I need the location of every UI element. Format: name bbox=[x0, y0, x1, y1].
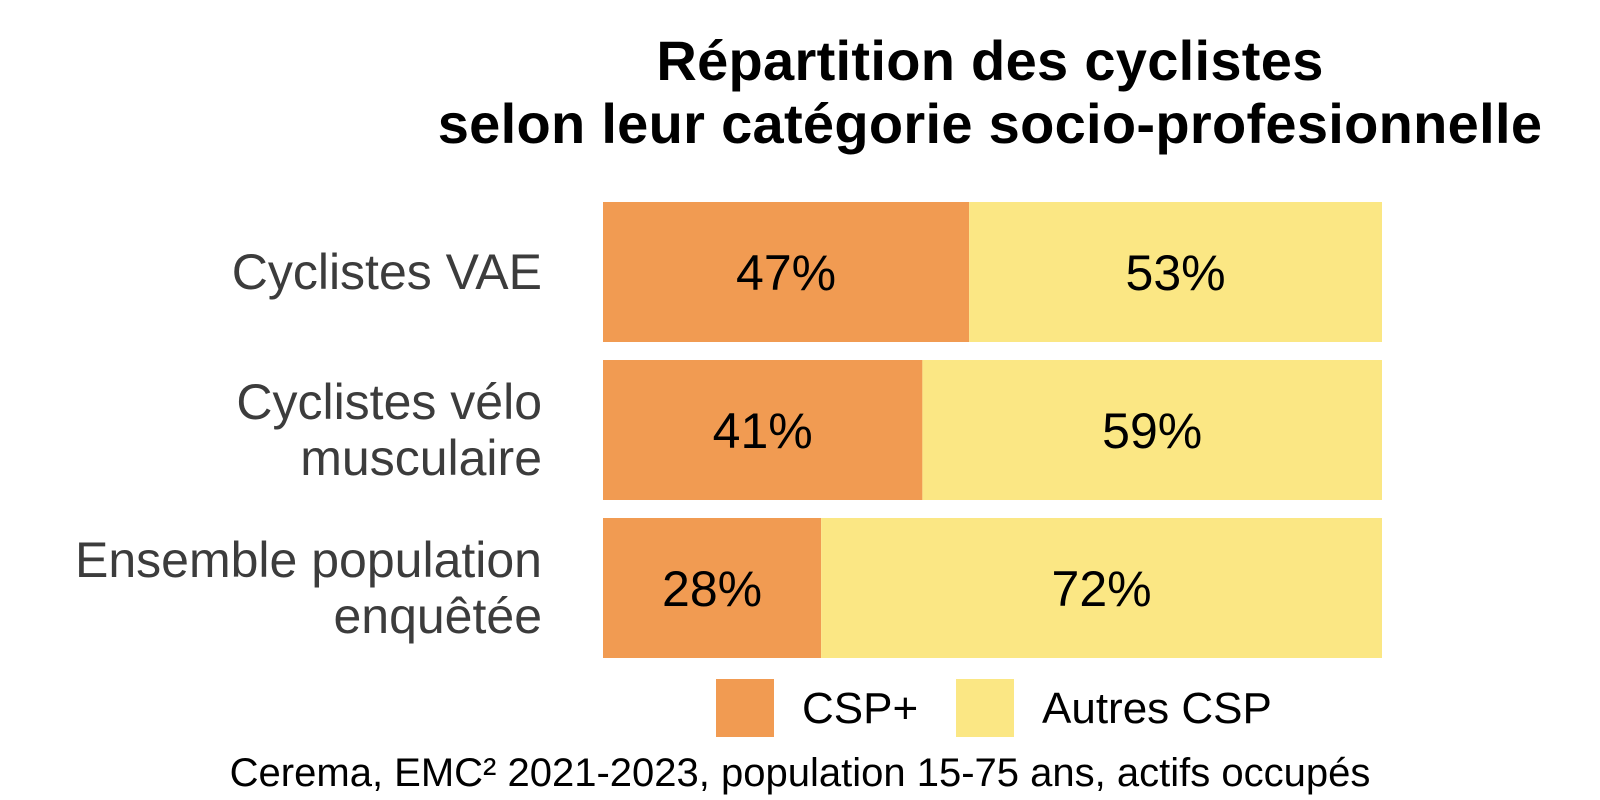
bar-segment-csp-plus-1 bbox=[603, 202, 970, 342]
bar-segment-autres-csp-1 bbox=[969, 202, 1382, 342]
chart-title-line-2: selon leur catégorie socio-profesionnell… bbox=[437, 92, 1543, 155]
legend-swatch-csp-plus bbox=[716, 679, 774, 737]
legend-label-autres-csp: Autres CSP bbox=[1042, 684, 1272, 733]
category-label-3-line-1: Ensemble population bbox=[75, 532, 542, 588]
bar-segment-csp-plus-2 bbox=[603, 360, 923, 500]
category-label-2-line-1: Cyclistes vélo bbox=[236, 374, 542, 430]
data-label-csp-plus-3: 28% bbox=[662, 561, 762, 617]
category-label-2-line-2: musculaire bbox=[300, 430, 542, 486]
chart-source: Cerema, EMC² 2021-2023, population 15-75… bbox=[229, 751, 1371, 795]
chart-title-line-1: Répartition des cyclistes bbox=[656, 29, 1324, 92]
data-label-autres-csp-3: 72% bbox=[1052, 561, 1152, 617]
data-label-csp-plus-2: 41% bbox=[713, 403, 813, 459]
category-label-3-line-2: enquêtée bbox=[333, 588, 542, 644]
category-label-1-line-1: Cyclistes VAE bbox=[232, 244, 542, 300]
legend-label-csp-plus: CSP+ bbox=[802, 684, 918, 733]
data-label-autres-csp-2: 59% bbox=[1102, 403, 1202, 459]
bar-segment-autres-csp-3 bbox=[821, 518, 1382, 658]
bar-segment-autres-csp-2 bbox=[922, 360, 1382, 500]
data-label-autres-csp-1: 53% bbox=[1126, 245, 1226, 301]
bar-segment-csp-plus-3 bbox=[603, 518, 822, 658]
legend-swatch-autres-csp bbox=[956, 679, 1014, 737]
data-label-csp-plus-1: 47% bbox=[736, 245, 836, 301]
